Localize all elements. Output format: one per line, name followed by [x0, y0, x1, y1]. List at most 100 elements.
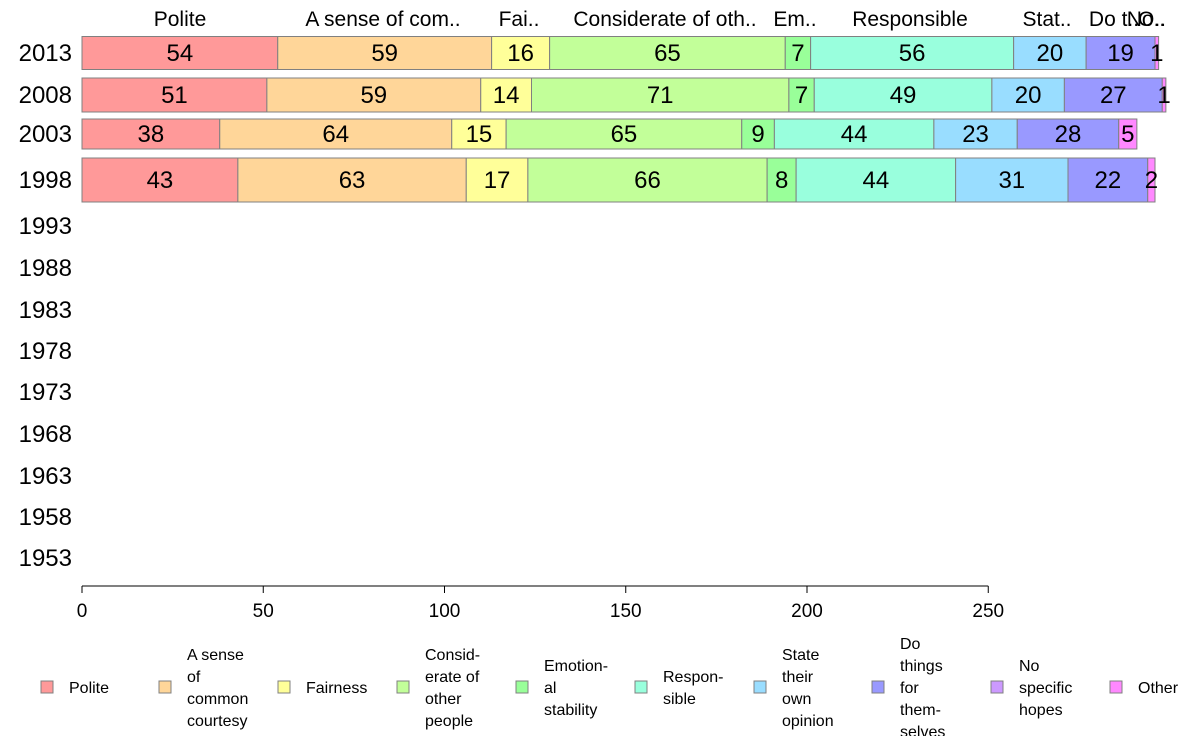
- legend-label: Respon-: [663, 669, 723, 686]
- legend-swatch: [515, 680, 529, 694]
- bar-value-label: 63: [339, 167, 366, 194]
- legend-label: of: [187, 669, 201, 686]
- year-label: 1973: [19, 379, 72, 406]
- bar-segment: [1118, 118, 1138, 150]
- legend-label: courtesy: [187, 713, 247, 730]
- bar-segment: [955, 157, 1069, 203]
- year-label: 1958: [19, 504, 72, 531]
- column-header-label: O..: [1138, 8, 1166, 31]
- legend-label: Emotion-: [544, 658, 608, 675]
- bar-value-label: 64: [322, 121, 349, 148]
- bar-value-label: 56: [899, 40, 926, 67]
- bar-segment: [505, 118, 743, 150]
- bar-value-label: 65: [654, 40, 681, 67]
- column-header-labels: Polite A sense of com.. Fai.. Considerate o…: [154, 8, 1166, 31]
- legend-label: Do: [900, 636, 921, 653]
- column-header-label: No..: [1127, 8, 1166, 31]
- bar-value-label: 1: [1157, 82, 1170, 109]
- bar-segment: [1067, 157, 1149, 203]
- legend-label: A sense: [187, 647, 244, 664]
- column-header-label: A sense of com..: [305, 8, 460, 31]
- bar-segment: [810, 36, 1015, 70]
- bar-value-label: 1: [1150, 40, 1163, 67]
- legend-label: people: [425, 713, 473, 730]
- bar-segment: [1013, 36, 1087, 70]
- legend-swatch: [753, 680, 767, 694]
- bar-value-label: 59: [371, 40, 398, 67]
- bar-segment: [795, 157, 957, 203]
- bar-value-label: 9: [751, 121, 764, 148]
- bar-value-label: 51: [161, 82, 188, 109]
- bar-segment: [81, 157, 239, 203]
- legend-label: No: [1019, 658, 1040, 675]
- bar-segment: [480, 77, 532, 113]
- bar-value-label: 44: [863, 167, 890, 194]
- year-label: 1993: [19, 213, 72, 240]
- legend-label: selves: [900, 724, 945, 736]
- bar-segment: [1161, 77, 1167, 113]
- legend: Polite A sense of common courtesy Fairness Con…: [40, 636, 1179, 736]
- legend-label: erate of: [425, 669, 480, 686]
- legend-label: for: [900, 680, 919, 697]
- year-label: 1978: [19, 338, 72, 365]
- bar-value-label: 8: [775, 167, 788, 194]
- legend-label: sible: [663, 691, 696, 708]
- year-label: 1953: [19, 545, 72, 572]
- year-label: 1998: [19, 167, 72, 194]
- bar-segment: [991, 77, 1065, 113]
- bar-segment: [219, 118, 453, 150]
- x-tick-label: 0: [77, 601, 88, 622]
- bar-value-label: 16: [507, 40, 534, 67]
- bar-value-label: 27: [1100, 82, 1127, 109]
- legend-label: Polite: [69, 680, 109, 697]
- bar-value-label: 7: [795, 82, 808, 109]
- bar-value-label: 43: [147, 167, 174, 194]
- bar-value-label: 15: [466, 121, 493, 148]
- bar-segment: [773, 118, 935, 150]
- year-label: 1968: [19, 421, 72, 448]
- bar-value-label: 19: [1107, 40, 1134, 67]
- bar-segment: [81, 118, 221, 150]
- bar-value-label: 38: [138, 121, 165, 148]
- bar-value-label: 31: [998, 167, 1025, 194]
- legend-label: them-: [900, 702, 941, 719]
- legend-label: other: [425, 691, 462, 708]
- bar-segment: [1063, 77, 1163, 113]
- bar-value-label: 20: [1037, 40, 1064, 67]
- x-tick-label: 50: [253, 601, 274, 622]
- legend-swatch: [1109, 680, 1123, 694]
- legend-swatch: [396, 680, 410, 694]
- bar-segment: [81, 77, 268, 113]
- bar-segment: [1147, 157, 1156, 203]
- column-header-label: Considerate of oth..: [573, 8, 756, 31]
- legend-swatch: [158, 680, 172, 694]
- bar-value-label: 5: [1121, 121, 1134, 148]
- legend-label: common: [187, 691, 248, 708]
- bar-segment: [784, 36, 812, 70]
- bar-segment: [741, 118, 775, 150]
- bar-value-label: 2: [1145, 167, 1158, 194]
- column-header-label: Responsible: [852, 8, 968, 31]
- year-label: 2003: [19, 121, 72, 148]
- bar-segment: [491, 36, 551, 70]
- bar-segment: [527, 157, 768, 203]
- bar-value-label: 23: [962, 121, 989, 148]
- bar-value-label: 54: [167, 40, 194, 67]
- legend-label: Other: [1138, 680, 1179, 697]
- bar-segment: [1154, 36, 1160, 70]
- legend-label: specific: [1019, 680, 1072, 697]
- bar-value-label: 66: [634, 167, 661, 194]
- legend-label: State: [782, 647, 819, 664]
- x-tick-label: 250: [972, 601, 1004, 622]
- column-header-label: Stat..: [1022, 8, 1071, 31]
- column-header-label: Fai..: [499, 8, 540, 31]
- year-label: 2013: [19, 40, 72, 67]
- legend-label: things: [900, 658, 943, 675]
- legend-swatch: [871, 680, 885, 694]
- bar-value-label: 59: [360, 82, 387, 109]
- legend-label: hopes: [1019, 702, 1063, 719]
- bar-segment: [451, 118, 507, 150]
- bar-value-label: 20: [1015, 82, 1042, 109]
- x-axis: 0 50 100 150 200 250: [77, 585, 1004, 622]
